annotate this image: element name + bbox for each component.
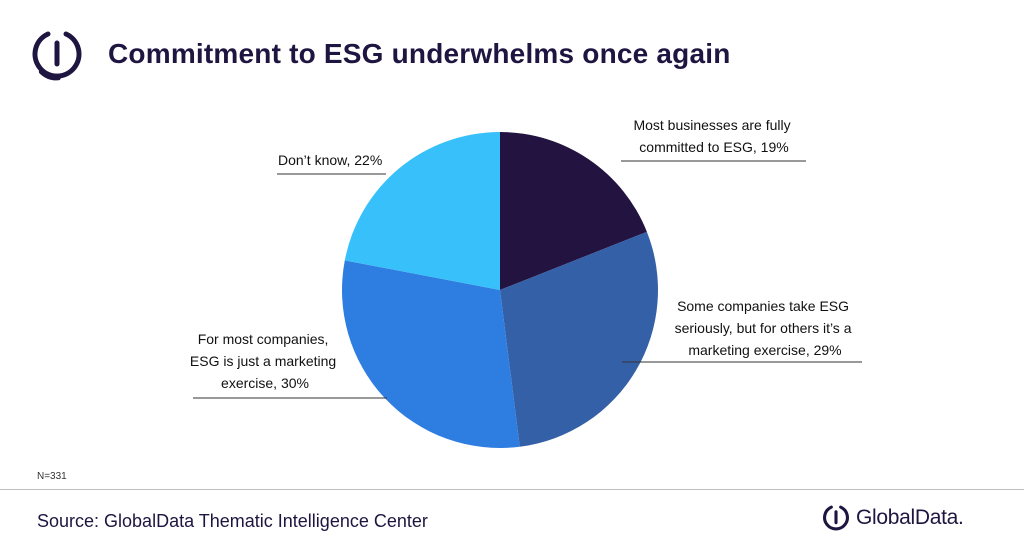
slice-label-0-line-0: Most businesses are fully xyxy=(633,117,790,133)
slice-label-1-line-2: marketing exercise, 29% xyxy=(688,342,841,358)
slice-label-group-0: Most businesses are fully committed to E… xyxy=(621,117,806,162)
slice-label-group-1: Some companies take ESG seriously, but f… xyxy=(622,298,862,363)
brand-name: GlobalData. xyxy=(856,506,964,529)
footer-divider xyxy=(0,489,1024,490)
globaldata-brand-icon xyxy=(823,505,849,531)
slice-label-2-line-2: exercise, 30% xyxy=(221,375,309,391)
slice-label-0: Most businesses are fully committed to E… xyxy=(633,117,794,155)
slice-label-3-line-0: Don’t know, 22% xyxy=(278,152,382,168)
slice-label-group-3: Don’t know, 22% xyxy=(277,152,386,175)
slice-label-2-line-0: For most companies, xyxy=(198,331,329,347)
source-text: Source: GlobalData Thematic Intelligence… xyxy=(37,511,428,531)
brand: GlobalData. xyxy=(822,504,964,532)
slice-label-2: For most companies, ESG is just a market… xyxy=(190,331,340,391)
pie-slice-0 xyxy=(500,132,647,290)
sample-size: N=331 xyxy=(37,471,67,482)
pie-slice-1 xyxy=(500,231,658,447)
slice-label-1-line-1: seriously, but for others it’s a xyxy=(675,320,852,336)
pie-slice-3 xyxy=(344,132,500,290)
pie-slices xyxy=(342,132,658,448)
globaldata-logo-icon xyxy=(32,31,82,81)
slice-label-3: Don’t know, 22% xyxy=(278,152,382,168)
slice-label-0-line-1: committed to ESG, 19% xyxy=(639,139,788,155)
slice-label-group-2: For most companies, ESG is just a market… xyxy=(190,331,387,399)
page-title: Commitment to ESG underwhelms once again xyxy=(108,38,731,69)
slice-label-1: Some companies take ESG seriously, but f… xyxy=(675,298,856,358)
slice-label-1-line-0: Some companies take ESG xyxy=(677,298,849,314)
slice-label-2-line-1: ESG is just a marketing xyxy=(190,353,336,369)
pie-slice-2 xyxy=(342,260,520,448)
